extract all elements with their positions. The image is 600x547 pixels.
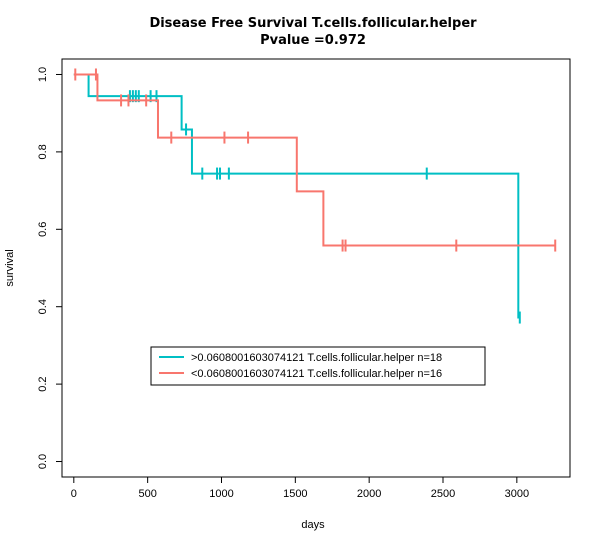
y-tick-label: 0.4 xyxy=(37,299,49,314)
chart-subtitle: Pvalue =0.972 xyxy=(260,33,366,48)
x-axis: 0 500 1000 1500 2000 2500 3000 xyxy=(71,476,529,500)
y-tick-label: 0.8 xyxy=(37,144,49,159)
legend: >0.0608001603074121 T.cells.follicular.h… xyxy=(150,346,486,386)
x-tick-label: 1500 xyxy=(283,488,307,500)
y-tick-label: 0.0 xyxy=(37,454,49,469)
x-tick-label: 3000 xyxy=(505,488,529,500)
plot-frame xyxy=(61,58,571,478)
legend-label-low: <0.0608001603074121 T.cells.follicular.h… xyxy=(191,368,442,380)
x-tick-label: 2500 xyxy=(431,488,455,500)
legend-box xyxy=(150,346,486,386)
x-tick-label: 2000 xyxy=(357,488,381,500)
x-tick-label: 500 xyxy=(138,488,156,500)
y-axis-label: survival xyxy=(4,249,16,286)
y-tick-label: 0.2 xyxy=(37,376,49,391)
survival-curve-0 xyxy=(73,73,520,319)
y-tick-label: 1.0 xyxy=(37,67,49,82)
x-axis-label: days xyxy=(301,519,325,531)
x-tick-label: 0 xyxy=(71,488,77,500)
x-tick-label: 1000 xyxy=(209,488,233,500)
chart-title: Disease Free Survival T.cells.follicular… xyxy=(149,16,477,31)
survival-curve-1 xyxy=(73,73,556,247)
legend-label-high: >0.0608001603074121 T.cells.follicular.h… xyxy=(191,352,442,364)
y-tick-label: 0.6 xyxy=(37,222,49,237)
y-axis: 0.0 0.2 0.4 0.6 0.8 1.0 xyxy=(37,67,63,469)
series-layer xyxy=(73,68,557,324)
